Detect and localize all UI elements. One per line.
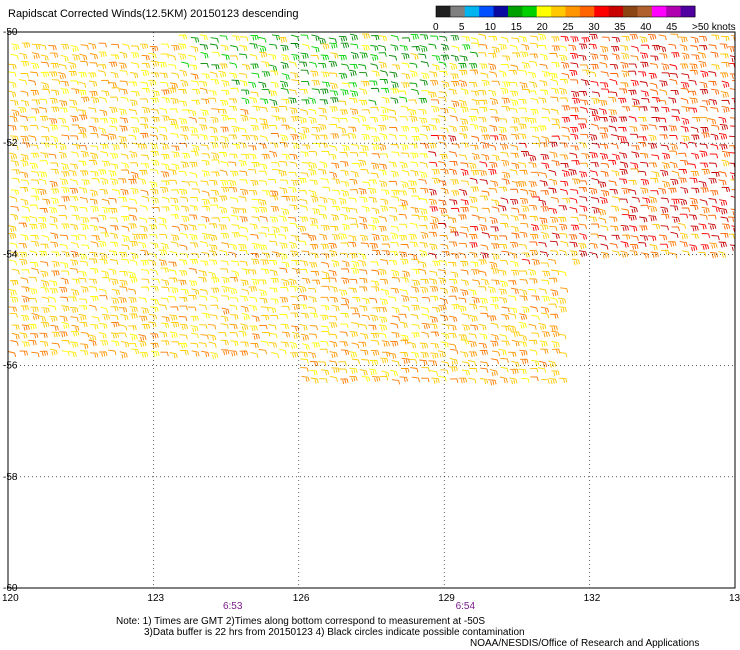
wind-barb-group: [190, 34, 479, 106]
legend-swatch: [493, 6, 509, 17]
wind-barb-group: [8, 33, 735, 385]
legend-swatch: [551, 6, 566, 17]
wind-barb-group: [8, 34, 735, 386]
time-label: 6:53: [223, 601, 243, 612]
latitude-tick-label: -52: [3, 138, 18, 149]
wind-barbs: [8, 33, 735, 386]
latitude-tick-label: -50: [3, 27, 18, 38]
note-line-1: Note: 1) Times are GMT 2)Times along bot…: [116, 616, 486, 627]
note-line-2: 3)Data buffer is 22 hrs from 20150123 4)…: [144, 627, 525, 638]
legend-swatch: [680, 6, 696, 17]
legend-swatch: [464, 6, 480, 17]
legend-swatch: [450, 6, 466, 17]
latitude-tick-label: -60: [3, 583, 18, 594]
legend-swatch: [536, 6, 552, 17]
legend-label: 15: [511, 22, 523, 33]
longitude-tick-label: 132: [584, 593, 601, 604]
longitude-axis: 120 123 126 129 132 135: [2, 593, 740, 604]
wind-barb-group: [420, 34, 735, 257]
legend-label: 45: [666, 22, 678, 33]
legend-swatch: [565, 6, 581, 17]
latitude-tick-label: -58: [3, 472, 18, 483]
legend-label: >50 knots: [692, 22, 736, 33]
credit-line: NOAA/NESDIS/Office of Research and Appli…: [470, 638, 700, 649]
longitude-tick-label: 126: [293, 593, 310, 604]
latitude-tick-label: -54: [3, 249, 18, 260]
legend-swatch: [507, 6, 523, 17]
speed-legend: 0 5 10 15 20 25 30 35 40 45 >50 knots: [433, 5, 736, 33]
legend-swatch: [666, 6, 682, 17]
wind-barb-group: [428, 33, 735, 259]
legend-label: 20: [537, 22, 549, 33]
legend-label: 0: [433, 22, 439, 33]
longitude-tick-label: 123: [147, 593, 164, 604]
latitude-axis: -50 -52 -54 -56 -58 -60: [3, 27, 18, 594]
longitude-tick-label: 120: [2, 593, 19, 604]
legend-swatch: [594, 6, 610, 17]
legend-swatch: [522, 6, 538, 17]
wind-barb-group: [181, 34, 471, 105]
legend-label: 30: [588, 22, 600, 33]
legend-label: 25: [563, 22, 575, 33]
legend-swatch: [623, 6, 638, 17]
wind-barb-group: [8, 33, 568, 383]
legend-label: 35: [614, 22, 626, 33]
legend-swatch: [637, 6, 653, 17]
wind-barb-group: [199, 33, 468, 106]
longitude-tick-label: 129: [438, 593, 455, 604]
legend-swatch: [608, 6, 624, 17]
wind-barb-group: [8, 33, 730, 384]
legend-swatch: [579, 6, 595, 17]
latitude-tick-label: -56: [3, 361, 18, 372]
time-labels: 6:53 6:54: [223, 601, 476, 612]
longitude-tick-label: 135: [729, 593, 740, 604]
wind-barb-group: [429, 35, 735, 265]
map-title: Rapidscat Corrected Winds(12.5KM) 201501…: [8, 8, 299, 20]
legend-label: 5: [459, 22, 465, 33]
time-label: 6:54: [456, 601, 476, 612]
legend-label: 40: [640, 22, 652, 33]
legend-label: 10: [485, 22, 497, 33]
plot-frame: [7, 31, 736, 589]
wind-barb-group: [8, 35, 569, 378]
legend-swatch: [651, 6, 667, 17]
map-grid: [8, 32, 735, 588]
legend-swatch: [436, 6, 451, 17]
legend-swatch: [479, 6, 495, 17]
